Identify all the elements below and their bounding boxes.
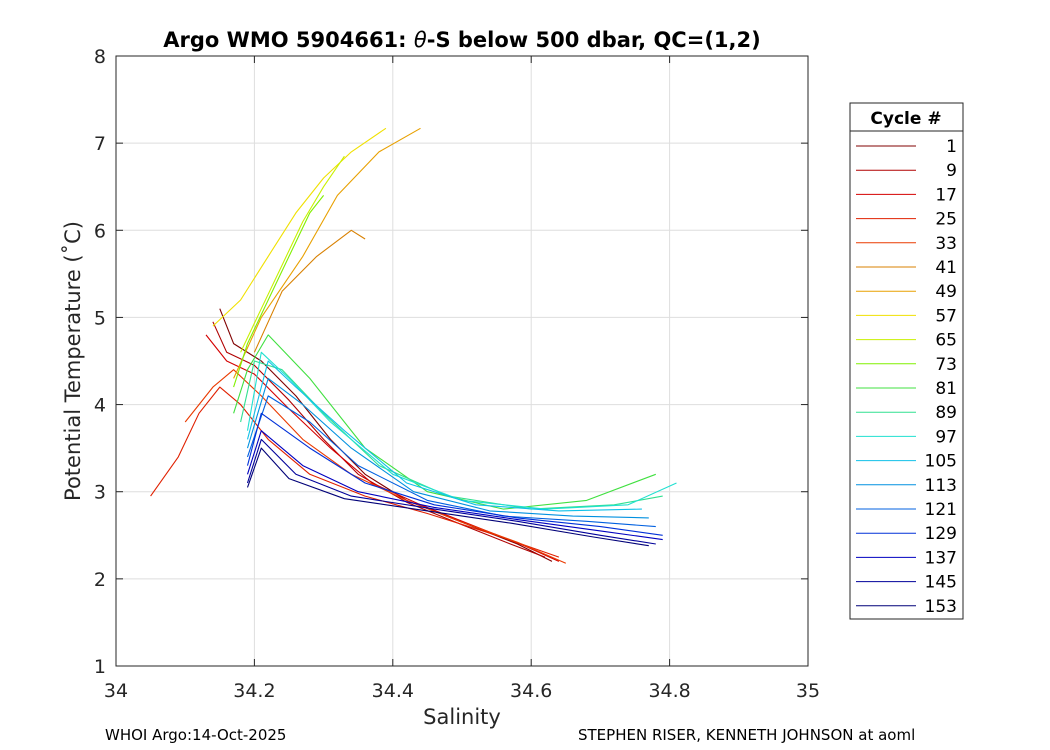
- series-line-cycle-57: [212, 127, 387, 327]
- y-tick-label: 5: [94, 307, 106, 329]
- legend-label: 25: [935, 210, 957, 230]
- x-tick-label: 34.2: [233, 680, 275, 702]
- footer-credits: STEPHEN RISER, KENNETH JOHNSON at aoml: [578, 726, 916, 744]
- legend-label: 137: [925, 548, 957, 568]
- legend-title: Cycle #: [870, 109, 941, 129]
- x-tick-label: 34.4: [372, 680, 414, 702]
- legend-entries: 1 9 17 25 33 41 49 57 65 73 81 89 97 105 113 121 129 137 1…: [856, 137, 957, 617]
- series-line-cycle-81: [233, 334, 656, 510]
- legend-label: 73: [935, 355, 957, 375]
- y-tick-label: 3: [94, 482, 106, 504]
- chart-title: Argo WMO 5904661: θ-S below 500 dbar, QC…: [163, 28, 760, 52]
- y-tick-label: 7: [94, 133, 106, 155]
- series-line-cycle-65: [240, 155, 345, 353]
- legend-label: 65: [935, 331, 957, 351]
- series-line-cycle-49: [233, 127, 421, 379]
- series-line-cycle-25: [150, 386, 560, 558]
- grid: [115, 55, 809, 667]
- x-tick-label: 34.6: [510, 680, 552, 702]
- series-line-cycle-153: [246, 447, 649, 547]
- y-axis-label: Potential Temperature (˚C): [61, 221, 85, 501]
- series-line-cycle-137: [246, 430, 663, 541]
- legend: Cycle # 1 9 17 25 33 41 49 57 65 73 81 89 97 105 113 12…: [849, 102, 964, 620]
- legend-label: 113: [925, 476, 957, 496]
- legend-label: 153: [925, 597, 957, 617]
- series-line-cycle-89: [240, 360, 663, 510]
- y-axis-ticks: 1 2 3 4 5 6 7 8: [94, 46, 808, 678]
- x-tick-label: 34.8: [648, 680, 690, 702]
- data-series: [150, 127, 677, 564]
- y-tick-label: 8: [94, 46, 106, 68]
- legend-label: 9: [946, 161, 957, 181]
- y-tick-label: 6: [94, 220, 106, 242]
- legend-label: 17: [935, 185, 957, 205]
- legend-label: 57: [935, 306, 957, 326]
- legend-label: 121: [925, 500, 957, 520]
- series-line-cycle-41: [253, 229, 366, 353]
- legend-label: 81: [935, 379, 957, 399]
- legend-label: 97: [935, 427, 957, 447]
- series-line-cycle-9: [212, 321, 546, 558]
- series-line-cycle-121: [246, 395, 656, 528]
- series-line-cycle-113: [246, 377, 649, 519]
- x-axis-label: Salinity: [423, 705, 501, 729]
- footer-date: WHOI Argo:14-Oct-2025: [105, 726, 287, 744]
- series-line-cycle-129: [246, 412, 663, 536]
- series-line-cycle-145: [246, 438, 656, 545]
- series-line-cycle-73: [233, 195, 325, 388]
- series-line-cycle-33: [184, 369, 567, 564]
- y-tick-label: 1: [94, 656, 106, 678]
- legend-label: 1: [946, 137, 957, 157]
- legend-label: 33: [935, 234, 957, 254]
- legend-label: 41: [935, 258, 957, 278]
- legend-label: 145: [925, 573, 957, 593]
- series-line-cycle-97: [246, 351, 677, 510]
- legend-label: 105: [925, 452, 957, 472]
- y-tick-label: 4: [94, 395, 106, 417]
- series-line-cycle-105: [246, 360, 642, 512]
- x-axis-ticks: 34 34.2 34.4 34.6 34.8 35: [104, 56, 820, 702]
- legend-label: 129: [925, 524, 957, 544]
- plot-area-frame: [115, 55, 809, 667]
- y-tick-label: 2: [94, 569, 106, 591]
- legend-label: 49: [935, 282, 957, 302]
- x-tick-label: 34: [104, 680, 128, 702]
- legend-label: 89: [935, 403, 957, 423]
- series-line-cycle-1: [219, 308, 553, 562]
- x-tick-label: 35: [796, 680, 820, 702]
